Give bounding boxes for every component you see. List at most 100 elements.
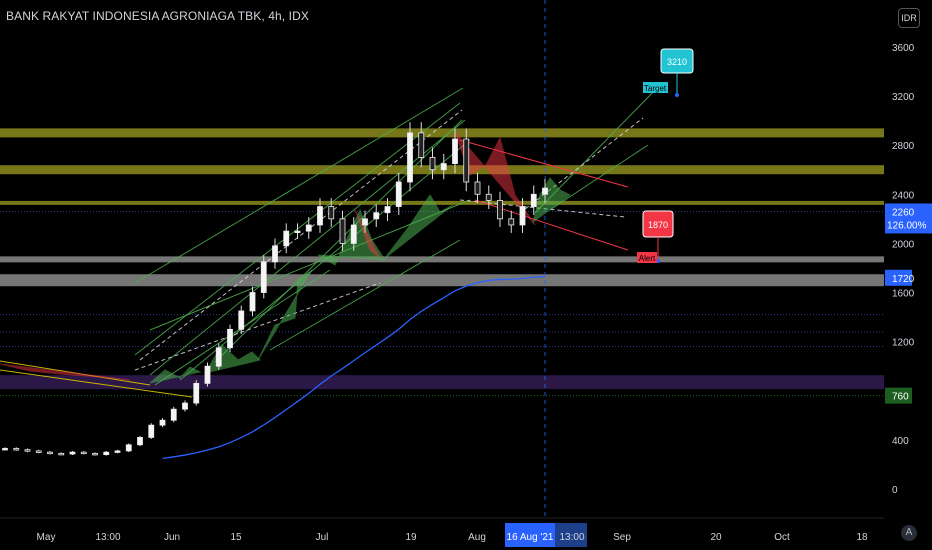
x-tick-4: Jul xyxy=(316,532,329,543)
candle-22 xyxy=(249,292,256,312)
y-tick-5: 1600 xyxy=(892,289,915,300)
red-pattern-2 xyxy=(354,209,381,259)
candle-21 xyxy=(238,310,245,330)
candle-43 xyxy=(485,193,492,201)
y-tick-4: 2000 xyxy=(892,239,915,250)
x-tick-0: May xyxy=(37,532,56,543)
annotations: 3210 Target 1870 Alert xyxy=(637,48,694,263)
price-tag-0: 2260 xyxy=(892,207,915,218)
x-tick-1: 13:00 xyxy=(95,532,120,543)
candle-16 xyxy=(182,402,188,410)
y-axis: 36003200280024002000160012008004000 xyxy=(884,0,932,518)
candle-19 xyxy=(215,347,222,367)
candle-15 xyxy=(170,408,177,421)
zone-3 xyxy=(0,256,884,263)
auto-scale-button[interactable]: A xyxy=(901,525,917,541)
red-pattern-0 xyxy=(454,131,536,226)
y-tick-9: 0 xyxy=(892,485,898,496)
price-tag-bg-0 xyxy=(885,203,932,234)
green-pattern-4 xyxy=(384,194,454,259)
candle-3 xyxy=(35,450,42,453)
target-value: 3210 xyxy=(667,57,687,67)
x-tick-3: 15 xyxy=(230,532,242,543)
candle-12 xyxy=(137,437,143,446)
price-tag-2: 760 xyxy=(892,392,909,403)
candle-34 xyxy=(384,206,391,214)
x-tick-8: 13:00 xyxy=(559,532,584,543)
x-tick-2: Jun xyxy=(164,532,180,543)
candle-30 xyxy=(339,218,346,244)
candle-4 xyxy=(47,451,53,455)
y-tick-0: 3600 xyxy=(892,43,915,54)
candle-26 xyxy=(294,230,301,234)
dashed-trendline-2 xyxy=(519,117,644,214)
candle-7 xyxy=(80,451,87,455)
x-tick-5: 19 xyxy=(405,532,417,543)
candle-38 xyxy=(429,157,436,171)
candle-47 xyxy=(530,193,537,207)
target-tag-bg xyxy=(643,82,668,93)
candle-36 xyxy=(407,132,413,183)
candle-48 xyxy=(542,187,548,195)
candle-35 xyxy=(395,181,402,207)
y-tick-8: 400 xyxy=(892,436,909,447)
chart-title: BANK RAKYAT INDONESIA AGRONIAGA TBK, 4h,… xyxy=(6,9,309,23)
zone-2 xyxy=(0,200,884,205)
y-tick-2: 2800 xyxy=(892,141,915,152)
candle-41 xyxy=(463,138,470,183)
candle-2 xyxy=(24,449,31,452)
red-pattern-1 xyxy=(0,363,131,381)
price-tag-bg-1 xyxy=(885,269,912,286)
candle-18 xyxy=(204,365,211,384)
y-tick-3: 2400 xyxy=(892,190,915,201)
x-tick-10: 20 xyxy=(710,532,722,543)
price-tags: 2260 126.00% 1720 760 xyxy=(885,203,932,404)
x-tick-12: 18 xyxy=(856,532,868,543)
candle-27 xyxy=(305,224,312,232)
candle-25 xyxy=(283,230,290,247)
candle-37 xyxy=(418,132,425,158)
price-tag-1: 1720 xyxy=(892,274,915,285)
x-tick-9: Sep xyxy=(613,532,631,543)
alert-value: 1870 xyxy=(648,220,668,230)
candle-24 xyxy=(272,245,278,263)
candle-6 xyxy=(69,451,76,455)
candle-32 xyxy=(362,218,368,226)
y-tick-6: 1200 xyxy=(892,338,915,349)
x-highlight-bg xyxy=(505,523,555,547)
candle-29 xyxy=(328,206,335,220)
candle-28 xyxy=(317,206,323,226)
candle-40 xyxy=(452,138,458,164)
candle-42 xyxy=(474,181,481,195)
green-trendline-9 xyxy=(549,144,649,211)
currency-button[interactable]: IDR xyxy=(898,8,920,28)
alert-tag-bg xyxy=(637,252,657,263)
green-pattern-2 xyxy=(257,269,313,361)
candle-44 xyxy=(497,200,503,220)
target-tag: Target xyxy=(644,84,667,93)
x-tick-7: 16 Aug '21 xyxy=(507,532,554,543)
red-trendline-0 xyxy=(459,139,629,188)
zone-5 xyxy=(0,375,884,390)
candle-0 xyxy=(2,448,8,451)
candle-23 xyxy=(260,261,267,293)
green-trendline-7 xyxy=(269,239,461,351)
candle-20 xyxy=(227,328,233,349)
zone-0 xyxy=(0,128,884,138)
candle-8 xyxy=(92,452,98,456)
dashed-trendline-0 xyxy=(134,282,381,371)
x-highlight-bg-2 xyxy=(555,523,587,547)
candle-45 xyxy=(508,218,515,226)
zone-4 xyxy=(0,274,884,287)
price-tag-bg-2 xyxy=(885,387,912,404)
yellow-trendline-1 xyxy=(0,369,193,398)
y-tick-1: 3200 xyxy=(892,92,915,103)
moving-average xyxy=(162,275,546,460)
candle-11 xyxy=(125,444,132,452)
candle-46 xyxy=(519,206,526,226)
alert-tag: Alert xyxy=(639,254,656,263)
target-dot xyxy=(675,93,679,97)
green-pattern-5 xyxy=(532,177,571,224)
green-trendline-0 xyxy=(134,87,464,284)
